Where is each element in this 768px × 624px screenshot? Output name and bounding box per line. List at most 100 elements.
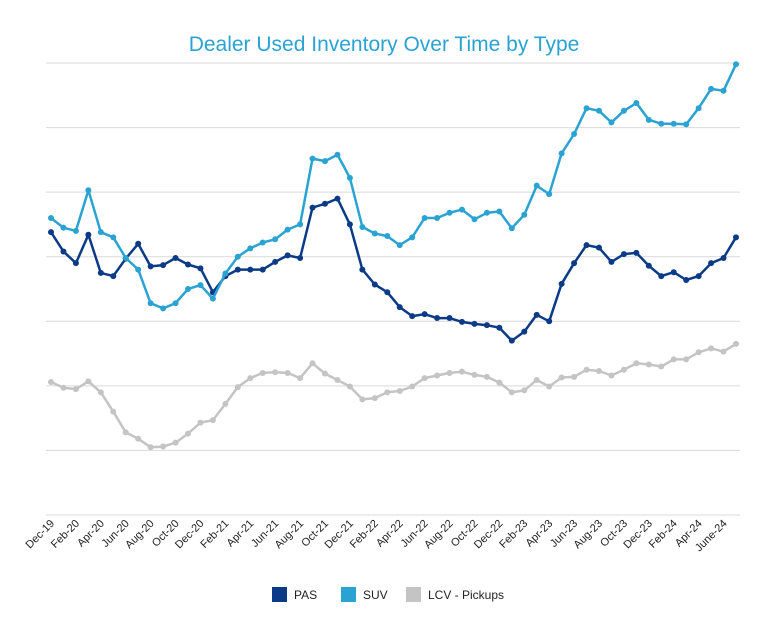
data-point xyxy=(334,151,341,158)
data-point xyxy=(122,429,129,436)
x-axis-ticks: Dec-19Feb-20Apr-20Jun-20Aug-20Oct-20Dec-… xyxy=(24,518,730,555)
x-tick-label: Feb-24 xyxy=(647,518,680,551)
data-point xyxy=(297,255,304,262)
data-point xyxy=(97,229,104,236)
data-point xyxy=(147,300,154,307)
data-point xyxy=(434,315,441,322)
data-point xyxy=(596,107,602,114)
data-point xyxy=(60,224,67,231)
data-point xyxy=(396,242,403,249)
data-point xyxy=(421,311,428,318)
data-point xyxy=(733,234,739,241)
data-point xyxy=(396,304,403,311)
data-point xyxy=(209,417,216,424)
data-point xyxy=(197,419,204,426)
data-point xyxy=(197,282,204,289)
data-point xyxy=(209,295,216,302)
data-point xyxy=(670,120,677,127)
data-point xyxy=(272,236,279,243)
data-point xyxy=(371,395,378,402)
data-point xyxy=(72,227,79,234)
data-point xyxy=(110,273,117,280)
data-point xyxy=(670,269,677,276)
data-point xyxy=(583,105,590,112)
data-point xyxy=(483,209,490,216)
data-point xyxy=(247,266,254,273)
data-point xyxy=(247,245,254,252)
data-point xyxy=(48,214,54,221)
data-point xyxy=(695,105,702,112)
data-point xyxy=(371,281,378,288)
data-point xyxy=(334,377,341,384)
data-point xyxy=(222,400,229,407)
data-point xyxy=(496,379,503,386)
data-point xyxy=(533,311,540,318)
data-point xyxy=(384,289,391,296)
data-point xyxy=(571,373,578,380)
chart-title: Dealer Used Inventory Over Time by Type xyxy=(189,33,580,56)
data-point xyxy=(508,389,515,396)
data-point xyxy=(546,318,553,325)
data-point xyxy=(583,242,590,249)
legend-swatch xyxy=(406,587,421,602)
gridlines xyxy=(46,62,740,516)
data-point xyxy=(508,225,515,232)
data-point xyxy=(172,300,179,307)
data-point xyxy=(160,443,167,450)
data-point xyxy=(446,315,453,322)
data-point xyxy=(409,313,416,320)
data-point xyxy=(359,266,366,273)
data-point xyxy=(297,375,304,382)
data-point xyxy=(521,387,528,394)
data-point xyxy=(72,260,79,267)
data-point xyxy=(471,216,478,223)
data-point xyxy=(284,252,291,259)
data-point xyxy=(695,273,702,280)
series-0 xyxy=(48,195,739,344)
data-point xyxy=(733,61,739,68)
data-point xyxy=(309,360,316,367)
data-point xyxy=(633,100,640,107)
data-point xyxy=(48,229,54,236)
data-point xyxy=(222,270,229,277)
data-point xyxy=(633,360,640,367)
data-point xyxy=(85,231,92,238)
data-point xyxy=(683,356,690,363)
data-point xyxy=(110,408,117,415)
data-point xyxy=(322,370,328,377)
data-point xyxy=(234,384,241,391)
data-point xyxy=(371,230,378,237)
x-tick-label: Feb-21 xyxy=(198,518,231,551)
series-lines xyxy=(48,61,739,451)
data-point xyxy=(720,255,727,262)
data-point xyxy=(97,389,104,396)
data-point xyxy=(234,253,241,260)
data-point xyxy=(359,396,366,403)
data-point xyxy=(521,211,528,218)
data-point xyxy=(720,348,727,355)
data-point xyxy=(135,240,142,247)
data-point xyxy=(608,372,615,379)
data-point xyxy=(147,263,154,270)
data-point xyxy=(533,182,540,189)
data-point xyxy=(596,368,602,375)
data-point xyxy=(160,305,167,312)
data-point xyxy=(434,214,441,221)
series-2 xyxy=(48,340,739,451)
data-point xyxy=(733,340,739,347)
data-point xyxy=(110,234,117,241)
data-point xyxy=(434,372,441,379)
data-point xyxy=(533,377,540,384)
data-point xyxy=(658,120,665,127)
data-point xyxy=(633,249,640,256)
data-point xyxy=(284,369,291,376)
data-point xyxy=(297,221,304,228)
data-point xyxy=(346,383,353,390)
data-point xyxy=(185,286,191,292)
data-point xyxy=(683,276,690,283)
data-point xyxy=(571,260,578,267)
data-point xyxy=(409,234,416,241)
data-point xyxy=(620,366,627,373)
data-point xyxy=(135,435,142,442)
